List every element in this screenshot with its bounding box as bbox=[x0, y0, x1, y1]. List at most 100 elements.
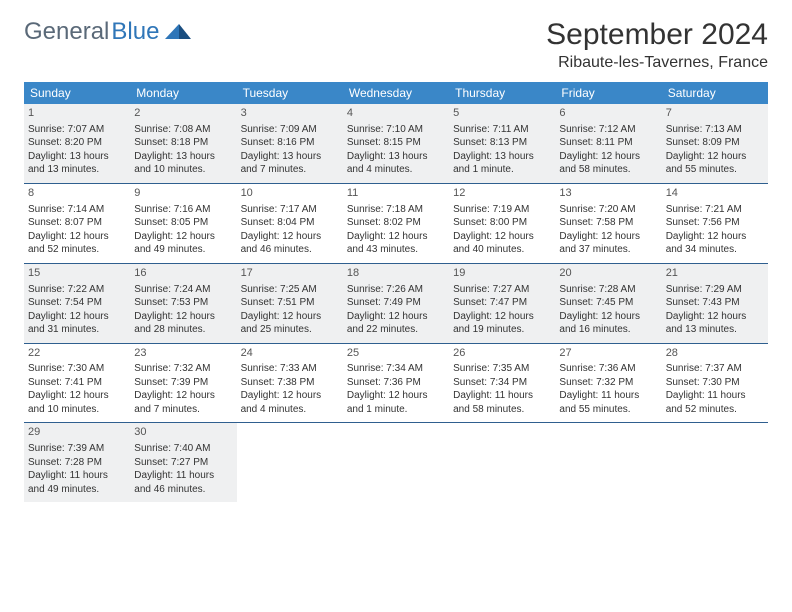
daylight-line1: Daylight: 12 hours bbox=[134, 310, 232, 324]
sunrise-text: Sunrise: 7:27 AM bbox=[453, 283, 551, 297]
day-cell: 6Sunrise: 7:12 AMSunset: 8:11 PMDaylight… bbox=[555, 104, 661, 183]
sunset-text: Sunset: 8:20 PM bbox=[28, 136, 126, 150]
day-cell: 3Sunrise: 7:09 AMSunset: 8:16 PMDaylight… bbox=[237, 104, 343, 183]
daylight-line1: Daylight: 12 hours bbox=[241, 310, 339, 324]
day-cell: 27Sunrise: 7:36 AMSunset: 7:32 PMDayligh… bbox=[555, 344, 661, 423]
daylight-line1: Daylight: 12 hours bbox=[347, 310, 445, 324]
sunrise-text: Sunrise: 7:26 AM bbox=[347, 283, 445, 297]
day-number: 30 bbox=[134, 425, 232, 440]
sunrise-text: Sunrise: 7:40 AM bbox=[134, 442, 232, 456]
day-number: 8 bbox=[28, 186, 126, 201]
sunset-text: Sunset: 8:11 PM bbox=[559, 136, 657, 150]
day-cell: 14Sunrise: 7:21 AMSunset: 7:56 PMDayligh… bbox=[662, 184, 768, 263]
calendar-grid: Sunday Monday Tuesday Wednesday Thursday… bbox=[24, 82, 768, 502]
sunrise-text: Sunrise: 7:29 AM bbox=[666, 283, 764, 297]
daylight-line1: Daylight: 13 hours bbox=[453, 150, 551, 164]
sunset-text: Sunset: 7:53 PM bbox=[134, 296, 232, 310]
daylight-line2: and 52 minutes. bbox=[666, 403, 764, 417]
daylight-line1: Daylight: 12 hours bbox=[666, 150, 764, 164]
daylight-line1: Daylight: 11 hours bbox=[28, 469, 126, 483]
day-number: 14 bbox=[666, 186, 764, 201]
daylight-line1: Daylight: 12 hours bbox=[453, 310, 551, 324]
empty-cell bbox=[662, 423, 768, 502]
daylight-line1: Daylight: 12 hours bbox=[241, 389, 339, 403]
header-row: GeneralBlue September 2024 Ribaute-les-T… bbox=[24, 18, 768, 78]
day-cell: 16Sunrise: 7:24 AMSunset: 7:53 PMDayligh… bbox=[130, 264, 236, 343]
daylight-line1: Daylight: 12 hours bbox=[453, 230, 551, 244]
daylight-line1: Daylight: 11 hours bbox=[666, 389, 764, 403]
calendar-week: 1Sunrise: 7:07 AMSunset: 8:20 PMDaylight… bbox=[24, 104, 768, 184]
sunrise-text: Sunrise: 7:17 AM bbox=[241, 203, 339, 217]
day-cell: 13Sunrise: 7:20 AMSunset: 7:58 PMDayligh… bbox=[555, 184, 661, 263]
daylight-line1: Daylight: 13 hours bbox=[28, 150, 126, 164]
sunset-text: Sunset: 8:00 PM bbox=[453, 216, 551, 230]
day-number: 20 bbox=[559, 266, 657, 281]
sunrise-text: Sunrise: 7:30 AM bbox=[28, 362, 126, 376]
daylight-line2: and 19 minutes. bbox=[453, 323, 551, 337]
sunrise-text: Sunrise: 7:11 AM bbox=[453, 123, 551, 137]
day-number: 28 bbox=[666, 346, 764, 361]
daylight-line2: and 58 minutes. bbox=[559, 163, 657, 177]
sunrise-text: Sunrise: 7:37 AM bbox=[666, 362, 764, 376]
day-cell: 23Sunrise: 7:32 AMSunset: 7:39 PMDayligh… bbox=[130, 344, 236, 423]
sunset-text: Sunset: 7:56 PM bbox=[666, 216, 764, 230]
sunrise-text: Sunrise: 7:07 AM bbox=[28, 123, 126, 137]
day-cell: 17Sunrise: 7:25 AMSunset: 7:51 PMDayligh… bbox=[237, 264, 343, 343]
day-cell: 15Sunrise: 7:22 AMSunset: 7:54 PMDayligh… bbox=[24, 264, 130, 343]
calendar-week: 15 Sunrise: 7:22 AMSunset: 7:54 PM Dayligh… bbox=[24, 264, 768, 344]
day-cell: 8Sunrise: 7:14 AMSunset: 8:07 PMDaylight… bbox=[24, 184, 130, 263]
sunset-text: Sunset: 7:58 PM bbox=[559, 216, 657, 230]
daylight-line2: and 31 minutes. bbox=[28, 323, 126, 337]
empty-cell bbox=[343, 423, 449, 502]
day-number: 5 bbox=[453, 106, 551, 121]
sunset-text: Sunset: 8:04 PM bbox=[241, 216, 339, 230]
day-header: Saturday bbox=[662, 82, 768, 104]
day-cell: 12Sunrise: 7:19 AMSunset: 8:00 PMDayligh… bbox=[449, 184, 555, 263]
sunset-text: Sunset: 8:09 PM bbox=[666, 136, 764, 150]
daylight-line2: and 10 minutes. bbox=[28, 403, 126, 417]
logo-text-general: General bbox=[24, 18, 109, 46]
day-number: 3 bbox=[241, 106, 339, 121]
day-cell: 18Sunrise: 7:26 AMSunset: 7:49 PMDayligh… bbox=[343, 264, 449, 343]
sunrise-text: Sunrise: 7:16 AM bbox=[134, 203, 232, 217]
day-number: 12 bbox=[453, 186, 551, 201]
day-number: 26 bbox=[453, 346, 551, 361]
weeks-container: 1Sunrise: 7:07 AMSunset: 8:20 PMDaylight… bbox=[24, 104, 768, 502]
day-number: 18 bbox=[347, 266, 445, 281]
day-header: Friday bbox=[555, 82, 661, 104]
daylight-line1: Daylight: 12 hours bbox=[666, 310, 764, 324]
calendar-header: Sunday Monday Tuesday Wednesday Thursday… bbox=[24, 82, 768, 104]
day-cell: 19Sunrise: 7:27 AMSunset: 7:47 PMDayligh… bbox=[449, 264, 555, 343]
sunset-text: Sunset: 8:16 PM bbox=[241, 136, 339, 150]
logo-text-blue: Blue bbox=[111, 18, 159, 46]
sunrise-text: Sunrise: 7:25 AM bbox=[241, 283, 339, 297]
sunset-text: Sunset: 7:41 PM bbox=[28, 376, 126, 390]
day-cell: 7Sunrise: 7:13 AMSunset: 8:09 PMDaylight… bbox=[662, 104, 768, 183]
daylight-line1: Daylight: 12 hours bbox=[666, 230, 764, 244]
sunset-text: Sunset: 8:02 PM bbox=[347, 216, 445, 230]
sunrise-text: Sunrise: 7:22 AM bbox=[28, 283, 126, 297]
day-number: 1 bbox=[28, 106, 126, 121]
logo-mark-icon bbox=[165, 18, 191, 46]
sunset-text: Sunset: 7:38 PM bbox=[241, 376, 339, 390]
day-header: Wednesday bbox=[343, 82, 449, 104]
daylight-line1: Daylight: 12 hours bbox=[134, 230, 232, 244]
day-number: 15 bbox=[28, 266, 126, 281]
day-number: 4 bbox=[347, 106, 445, 121]
sunset-text: Sunset: 8:05 PM bbox=[134, 216, 232, 230]
daylight-line2: and 55 minutes. bbox=[666, 163, 764, 177]
empty-cell bbox=[449, 423, 555, 502]
day-cell: 21 Sunrise: 7:29 AMSunset: 7:43 PMDayligh… bbox=[662, 264, 768, 343]
daylight-line2: and 1 minute. bbox=[453, 163, 551, 177]
sunset-text: Sunset: 7:54 PM bbox=[28, 296, 126, 310]
daylight-line2: and 43 minutes. bbox=[347, 243, 445, 257]
day-number: 27 bbox=[559, 346, 657, 361]
day-number: 21 bbox=[666, 266, 764, 281]
day-cell: 4Sunrise: 7:10 AMSunset: 8:15 PMDaylight… bbox=[343, 104, 449, 183]
daylight-line1: Daylight: 11 hours bbox=[134, 469, 232, 483]
daylight-line2: and 52 minutes. bbox=[28, 243, 126, 257]
sunset-text: Sunset: 7:43 PM bbox=[666, 296, 764, 310]
day-cell: 30Sunrise: 7:40 AMSunset: 7:27 PMDayligh… bbox=[130, 423, 236, 502]
day-header: Thursday bbox=[449, 82, 555, 104]
day-number: 16 bbox=[134, 266, 232, 281]
